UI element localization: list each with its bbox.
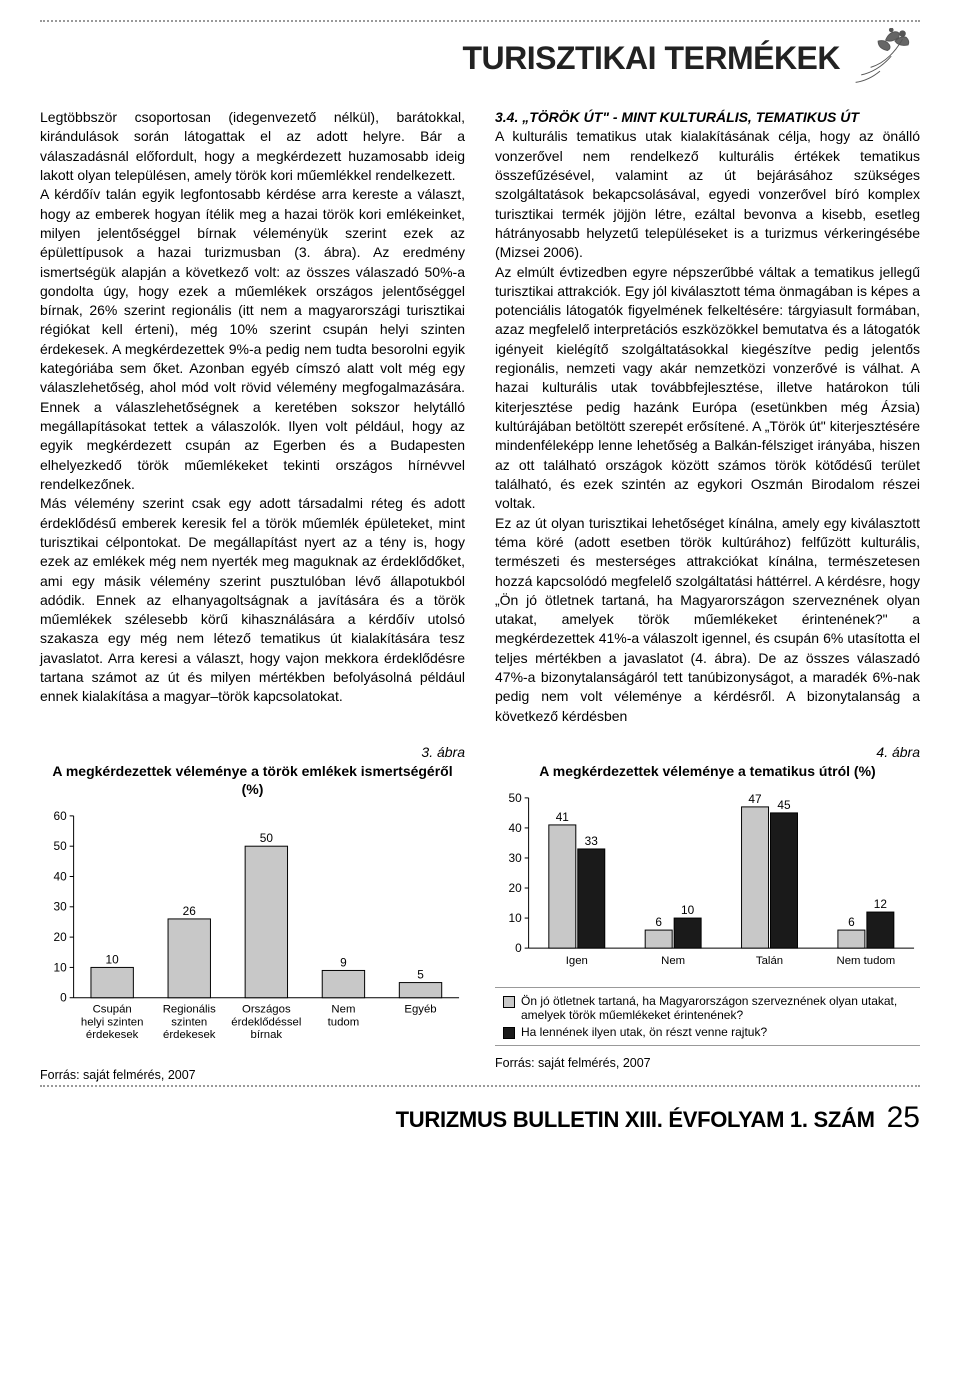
svg-text:33: 33: [585, 834, 599, 848]
svg-text:helyi szinten: helyi szinten: [81, 1017, 144, 1029]
chart-title: A megkérdezettek véleménye a török emlék…: [40, 762, 465, 798]
svg-text:érdeklődéssel: érdeklődéssel: [231, 1017, 301, 1029]
svg-text:Országos: Országos: [242, 1004, 291, 1016]
svg-text:40: 40: [54, 870, 68, 884]
legend-b: Ha lennének ilyen utak, ön részt venne r…: [521, 1025, 767, 1039]
svg-text:10: 10: [54, 961, 68, 975]
svg-text:50: 50: [260, 832, 274, 846]
svg-text:5: 5: [417, 968, 424, 982]
svg-text:12: 12: [874, 897, 887, 911]
svg-text:6: 6: [655, 915, 662, 929]
chart-source: Forrás: saját felmérés, 2007: [495, 1056, 920, 1070]
svg-text:érdekesek: érdekesek: [163, 1030, 216, 1042]
svg-text:tudom: tudom: [328, 1017, 360, 1029]
left-column: Legtöbbször csoportosan (idegenvezető né…: [40, 108, 465, 726]
svg-text:Talán: Talán: [756, 955, 783, 967]
svg-text:10: 10: [106, 953, 120, 967]
svg-text:50: 50: [54, 840, 68, 854]
page-footer: TURIZMUS BULLETIN XIII. ÉVFOLYAM 1. SZÁM…: [40, 1101, 920, 1135]
right-column: 3.4. „TÖRÖK ÚT" - MINT KULTURÁLIS, TEMAT…: [495, 108, 920, 726]
svg-text:Egyéb: Egyéb: [404, 1004, 436, 1016]
svg-text:Nem: Nem: [331, 1004, 355, 1016]
legend-a: Ön jó ötletnek tartaná, ha Magyarországo…: [521, 994, 912, 1022]
svg-text:60: 60: [54, 809, 68, 823]
page-header: TURISZTIKAI TERMÉKEK: [40, 26, 920, 90]
figure-label: 4. ábra: [876, 744, 920, 760]
chart-3: 3. ábra A megkérdezettek véleménye a tör…: [40, 744, 465, 1082]
svg-text:érdekesek: érdekesek: [86, 1030, 139, 1042]
figure-label: 3. ábra: [421, 744, 465, 760]
svg-text:41: 41: [556, 810, 570, 824]
ornament-icon: [840, 26, 920, 90]
chart-source: Forrás: saját felmérés, 2007: [40, 1068, 465, 1082]
svg-text:0: 0: [60, 991, 67, 1005]
svg-text:30: 30: [509, 851, 523, 865]
svg-text:Csupán: Csupán: [93, 1004, 132, 1016]
page-number: 25: [887, 1101, 920, 1135]
chart-4-legend: Ön jó ötletnek tartaná, ha Magyarországo…: [495, 987, 920, 1046]
svg-text:9: 9: [340, 956, 347, 970]
svg-text:0: 0: [515, 941, 522, 955]
svg-text:Igen: Igen: [566, 955, 588, 967]
svg-text:26: 26: [183, 904, 197, 918]
svg-text:45: 45: [777, 798, 791, 812]
svg-text:40: 40: [509, 821, 523, 835]
svg-text:50: 50: [509, 791, 523, 805]
svg-text:20: 20: [54, 930, 68, 944]
chart-title: A megkérdezettek véleménye a tematikus ú…: [495, 762, 920, 780]
svg-text:Regionális: Regionális: [163, 1004, 216, 1016]
left-body: Legtöbbször csoportosan (idegenvezető né…: [40, 108, 465, 707]
section-title: TURISZTIKAI TERMÉKEK: [40, 40, 840, 77]
svg-text:10: 10: [509, 911, 523, 925]
section-heading: 3.4. „TÖRÖK ÚT" - MINT KULTURÁLIS, TEMAT…: [495, 108, 920, 127]
svg-text:10: 10: [681, 903, 695, 917]
svg-text:Nem tudom: Nem tudom: [837, 955, 896, 967]
svg-text:30: 30: [54, 900, 68, 914]
chart-4-svg: 0 10 20 30 40 50 41 33 Igen 6 10 Nem 47 45 Talán 6 12 Nem…: [495, 788, 920, 976]
swatch-b: [503, 1027, 515, 1039]
chart-3-svg: 010203040506010Csupánhelyi szintenérdeke…: [40, 806, 465, 1053]
chart-4: 4. ábra A megkérdezettek véleménye a tem…: [495, 744, 920, 1082]
svg-text:6: 6: [848, 915, 855, 929]
svg-text:bírnak: bírnak: [251, 1030, 283, 1042]
svg-text:20: 20: [509, 881, 523, 895]
svg-text:47: 47: [748, 792, 761, 806]
journal-title: TURIZMUS BULLETIN XIII. ÉVFOLYAM 1. SZÁM: [396, 1107, 875, 1133]
swatch-a: [503, 996, 515, 1008]
right-body: A kulturális tematikus utak kialakításán…: [495, 127, 920, 726]
svg-text:Nem: Nem: [661, 955, 685, 967]
svg-text:szinten: szinten: [171, 1017, 207, 1029]
